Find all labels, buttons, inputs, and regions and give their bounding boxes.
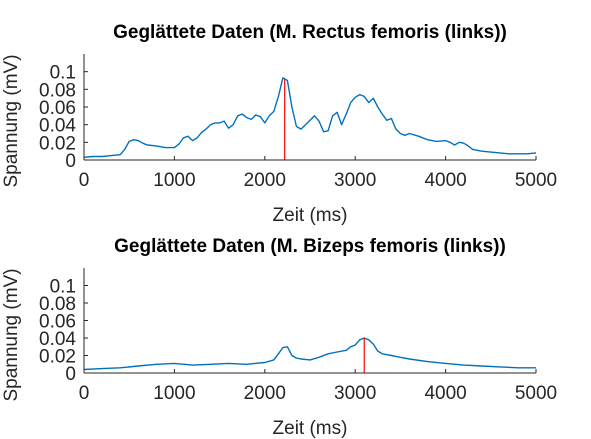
x-tick-label-bizeps-femoris-1: 1000 [153,383,195,404]
y-tick-label-rectus-femoris-0: 0 [65,151,76,172]
y-tick-label-rectus-femoris-1: 0.02 [39,133,76,154]
x-tick-label-rectus-femoris-2: 2000 [244,170,286,191]
x-tick-label-rectus-femoris-3: 3000 [334,170,376,191]
y-tick-label-rectus-femoris-4: 0.08 [39,80,76,101]
y-tick-label-bizeps-femoris-0: 0 [65,364,76,385]
x-tick-label-rectus-femoris-4: 4000 [424,170,466,191]
x-tick-label-bizeps-femoris-0: 0 [79,383,90,404]
plot-area-rectus-femoris: 0 1000 2000 3000 4000 5000 00.020.040.060.080.… [39,54,557,191]
y-tick-label-bizeps-femoris-5: 0.1 [50,277,76,298]
plot-rectus-femoris: Geglättete Daten (M. Rectus femoris (lin… [1,22,557,226]
y-tick-label-bizeps-femoris-4: 0.08 [39,294,76,315]
x-tick-label-bizeps-femoris-3: 3000 [334,383,376,404]
plot-bizeps-femoris: Geglättete Daten (M. Bizeps femoris (lin… [1,236,557,439]
x-tick-label-rectus-femoris-1: 1000 [153,170,195,191]
x-tick-label-bizeps-femoris-4: 4000 [424,383,466,404]
series-line-bizeps-femoris-0 [83,337,536,371]
plot-area-bizeps-femoris: 0 1000 2000 3000 4000 5000 00.020.040.060.080.… [39,268,557,404]
y-tick-label-bizeps-femoris-1: 0.02 [39,347,76,368]
y-tick-label-bizeps-femoris-2: 0.04 [39,329,76,350]
y-tick-label-bizeps-femoris-3: 0.06 [39,312,76,333]
x-axis-label-rectus-femoris: Zeit (ms) [273,205,348,226]
y-tick-label-rectus-femoris-2: 0.04 [39,116,76,137]
series-line-rectus-femoris-0 [83,77,537,158]
x-tick-label-bizeps-femoris-5: 5000 [515,383,557,404]
chart-title-bizeps-femoris: Geglättete Daten (M. Bizeps femoris (lin… [114,236,506,257]
y-tick-label-rectus-femoris-3: 0.06 [39,98,76,119]
x-tick-label-bizeps-femoris-2: 2000 [244,383,286,404]
chart-title-rectus-femoris: Geglättete Daten (M. Rectus femoris (lin… [113,22,507,43]
x-tick-label-rectus-femoris-5: 5000 [515,170,557,191]
y-axis-label-bizeps-femoris: Spannung (mV) [1,268,22,401]
x-tick-label-rectus-femoris-0: 0 [79,170,90,191]
y-tick-label-rectus-femoris-5: 0.1 [50,63,76,84]
y-axis-label-rectus-femoris: Spannung (mV) [1,54,22,187]
x-axis-label-bizeps-femoris: Zeit (ms) [273,418,348,439]
